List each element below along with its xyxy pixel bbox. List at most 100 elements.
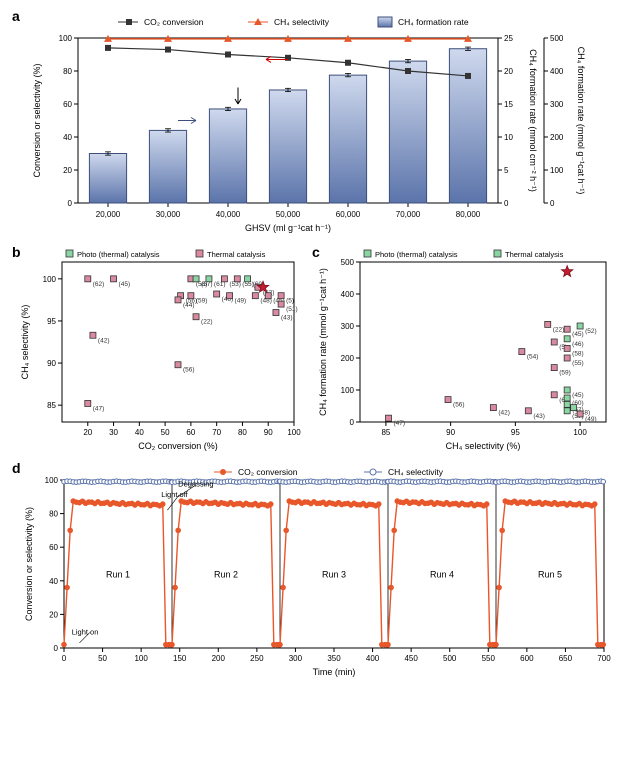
svg-text:(22): (22)	[553, 326, 565, 333]
svg-text:(46): (46)	[572, 341, 584, 348]
svg-text:50: 50	[98, 654, 107, 663]
svg-text:(49): (49)	[585, 416, 597, 423]
svg-text:(44): (44)	[183, 302, 195, 309]
svg-text:0: 0	[68, 199, 73, 208]
svg-text:200: 200	[550, 133, 564, 142]
svg-text:(59): (59)	[559, 370, 571, 377]
svg-text:40: 40	[49, 577, 58, 586]
svg-text:600: 600	[520, 654, 534, 663]
svg-text:Degassing: Degassing	[178, 480, 213, 489]
panel-b: b 2030405060708090100859095100CO₂ conver…	[8, 244, 308, 454]
svg-text:(43): (43)	[281, 315, 293, 322]
svg-text:85: 85	[381, 428, 390, 437]
panel-bc-row: b 2030405060708090100859095100CO₂ conver…	[8, 244, 620, 460]
svg-text:300: 300	[550, 100, 564, 109]
svg-text:90: 90	[264, 428, 273, 437]
svg-text:CH₄ selectivity: CH₄ selectivity	[274, 17, 330, 27]
svg-text:(59): (59)	[196, 298, 208, 305]
svg-text:90: 90	[47, 359, 56, 368]
svg-text:Photo (thermal) catalysis: Photo (thermal) catalysis	[77, 250, 160, 259]
svg-text:95: 95	[511, 428, 520, 437]
svg-text:50: 50	[161, 428, 170, 437]
svg-text:CH₄ selectivity (%): CH₄ selectivity (%)	[446, 441, 521, 451]
panel-b-label: b	[12, 244, 21, 260]
svg-text:Run 5: Run 5	[538, 569, 562, 579]
svg-text:5: 5	[504, 166, 509, 175]
svg-text:250: 250	[250, 654, 264, 663]
svg-text:25: 25	[504, 34, 513, 43]
svg-text:40: 40	[63, 133, 72, 142]
svg-text:550: 550	[482, 654, 496, 663]
svg-text:15: 15	[504, 100, 513, 109]
svg-text:(42): (42)	[498, 410, 510, 417]
svg-text:300: 300	[341, 322, 355, 331]
svg-text:(43): (43)	[533, 413, 545, 420]
svg-text:0: 0	[62, 654, 67, 663]
panel-b-chart: 2030405060708090100859095100CO₂ conversi…	[8, 244, 308, 454]
svg-text:CH₄ formation rate (mmol g⁻¹ca: CH₄ formation rate (mmol g⁻¹cat h⁻¹)	[318, 268, 328, 416]
svg-text:80: 80	[49, 510, 58, 519]
figure: a 02040608010005101520250100200300400500…	[8, 8, 620, 680]
svg-text:100: 100	[134, 654, 148, 663]
svg-text:(51): (51)	[286, 306, 298, 313]
svg-text:Photo (thermal) catalysis: Photo (thermal) catalysis	[375, 250, 458, 259]
svg-text:450: 450	[404, 654, 418, 663]
svg-text:Run 4: Run 4	[430, 569, 454, 579]
svg-text:200: 200	[341, 354, 355, 363]
svg-text:(56): (56)	[453, 402, 465, 409]
svg-text:100: 100	[550, 166, 564, 175]
panel-d-chart: 0501001502002503003504004505005506006507…	[8, 460, 620, 680]
svg-text:0: 0	[550, 199, 555, 208]
svg-text:350: 350	[327, 654, 341, 663]
svg-text:20: 20	[83, 428, 92, 437]
svg-text:100: 100	[43, 275, 57, 284]
svg-text:20: 20	[504, 67, 513, 76]
svg-text:100: 100	[45, 476, 59, 485]
svg-text:(47): (47)	[93, 405, 105, 412]
svg-text:150: 150	[173, 654, 187, 663]
svg-text:(49): (49)	[235, 298, 247, 305]
svg-text:(47): (47)	[393, 420, 405, 427]
svg-text:CH₄ selectivity: CH₄ selectivity	[388, 467, 444, 477]
svg-text:Run 2: Run 2	[214, 569, 238, 579]
svg-text:100: 100	[573, 428, 587, 437]
svg-text:(22): (22)	[201, 319, 213, 326]
svg-text:(52): (52)	[585, 328, 597, 335]
panel-c-label: c	[312, 244, 320, 260]
svg-text:100: 100	[59, 34, 73, 43]
panel-d-label: d	[12, 460, 21, 476]
svg-text:(62): (62)	[93, 281, 105, 288]
svg-text:650: 650	[559, 654, 573, 663]
svg-text:(45): (45)	[572, 331, 584, 338]
svg-text:(45): (45)	[572, 392, 584, 399]
panel-d: d 05010015020025030035040045050055060065…	[8, 460, 620, 680]
panel-c-chart: 8590951000100200300400500CH₄ selectivity…	[308, 244, 620, 454]
svg-text:(56): (56)	[183, 367, 195, 374]
svg-text:70: 70	[212, 428, 221, 437]
svg-text:500: 500	[443, 654, 457, 663]
svg-text:(5): (5)	[286, 298, 294, 305]
svg-text:700: 700	[597, 654, 611, 663]
panel-a-chart: 0204060801000510152025010020030040050020…	[8, 8, 620, 238]
svg-text:80: 80	[238, 428, 247, 437]
svg-text:Light off: Light off	[161, 490, 188, 499]
svg-text:Conversion or selectivity (%): Conversion or selectivity (%)	[24, 507, 34, 621]
svg-text:CO₂ conversion: CO₂ conversion	[144, 17, 204, 27]
svg-text:400: 400	[366, 654, 380, 663]
svg-text:60,000: 60,000	[336, 210, 361, 219]
svg-text:Run 3: Run 3	[322, 569, 346, 579]
svg-text:CH₄ formation rate: CH₄ formation rate	[398, 17, 469, 27]
svg-text:60: 60	[186, 428, 195, 437]
svg-text:60: 60	[49, 543, 58, 552]
svg-text:CH₄ formation rate (mmol cm⁻²: CH₄ formation rate (mmol cm⁻² h⁻¹)	[528, 49, 538, 192]
svg-text:Thermal catalysis: Thermal catalysis	[207, 250, 266, 259]
svg-text:400: 400	[550, 67, 564, 76]
svg-text:30: 30	[109, 428, 118, 437]
svg-text:0: 0	[54, 644, 59, 653]
svg-text:(42): (42)	[98, 337, 110, 344]
svg-text:CH₄ formation rate (mmol g⁻¹ca: CH₄ formation rate (mmol g⁻¹cat h⁻¹)	[576, 47, 586, 195]
svg-text:Conversion or selectivity (%): Conversion or selectivity (%)	[32, 63, 42, 177]
svg-text:80: 80	[63, 67, 72, 76]
svg-text:40: 40	[135, 428, 144, 437]
svg-text:80,000: 80,000	[456, 210, 481, 219]
